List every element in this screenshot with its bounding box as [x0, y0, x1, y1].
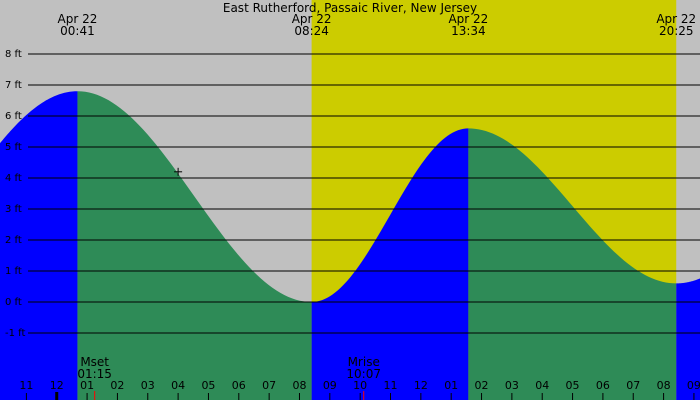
falling-tide-area — [77, 91, 312, 400]
falling-tide-area — [468, 128, 677, 400]
moon-event-label: Mrise — [348, 355, 380, 369]
y-tick-label: 7 ft — [5, 80, 22, 91]
x-tick-label: 04 — [171, 379, 185, 392]
event-time-label: 08:24 — [294, 24, 329, 38]
y-tick-label: 0 ft — [5, 297, 22, 308]
event-date-label: Apr 22 — [656, 12, 696, 26]
moon-event-label: Mset — [80, 355, 109, 369]
rising-tide-area — [676, 278, 700, 400]
x-tick-label: 01 — [80, 379, 94, 392]
moon-event-time: 01:15 — [77, 367, 112, 381]
x-tick-label: 04 — [535, 379, 549, 392]
x-tick-label: 07 — [626, 379, 640, 392]
x-tick-label: 02 — [475, 379, 489, 392]
chart-title: East Rutherford, Passaic River, New Jers… — [223, 1, 477, 15]
x-tick-label: 06 — [596, 379, 610, 392]
event-date-label: Apr 22 — [448, 12, 488, 26]
rising-tide-area — [311, 128, 469, 400]
x-tick-label: 10 — [353, 379, 367, 392]
now-tick — [55, 392, 59, 400]
x-tick-label: 03 — [141, 379, 155, 392]
event-time-label: 20:25 — [659, 24, 694, 38]
event-date-label: Apr 22 — [292, 12, 332, 26]
event-date-label: Apr 22 — [58, 12, 98, 26]
x-tick-label: 08 — [657, 379, 671, 392]
rising-tide-area — [0, 91, 78, 400]
y-tick-label: 3 ft — [5, 204, 22, 215]
x-tick-label: 09 — [323, 379, 337, 392]
y-tick-label: 5 ft — [5, 142, 22, 153]
y-tick-label: 2 ft — [5, 235, 22, 246]
x-tick-label: 03 — [505, 379, 519, 392]
event-time-label: 00:41 — [60, 24, 95, 38]
x-tick-label: 11 — [384, 379, 398, 392]
x-tick-label: 08 — [292, 379, 306, 392]
y-tick-label: 4 ft — [5, 173, 22, 184]
y-tick-label: -1 ft — [5, 328, 25, 339]
x-tick-label: 02 — [110, 379, 124, 392]
x-tick-label: 12 — [50, 379, 64, 392]
moon-event-time: 10:07 — [346, 367, 381, 381]
x-tick-label: 06 — [232, 379, 246, 392]
x-tick-label: 05 — [566, 379, 580, 392]
y-tick-label: 6 ft — [5, 111, 22, 122]
x-tick-label: 09 — [687, 379, 700, 392]
x-tick-label: 12 — [414, 379, 428, 392]
x-tick-label: 01 — [444, 379, 458, 392]
y-tick-label: 8 ft — [5, 49, 22, 60]
x-tick-label: 11 — [19, 379, 33, 392]
x-tick-label: 05 — [201, 379, 215, 392]
x-tick-label: 07 — [262, 379, 276, 392]
y-tick-label: 1 ft — [5, 266, 22, 277]
event-time-label: 13:34 — [451, 24, 486, 38]
